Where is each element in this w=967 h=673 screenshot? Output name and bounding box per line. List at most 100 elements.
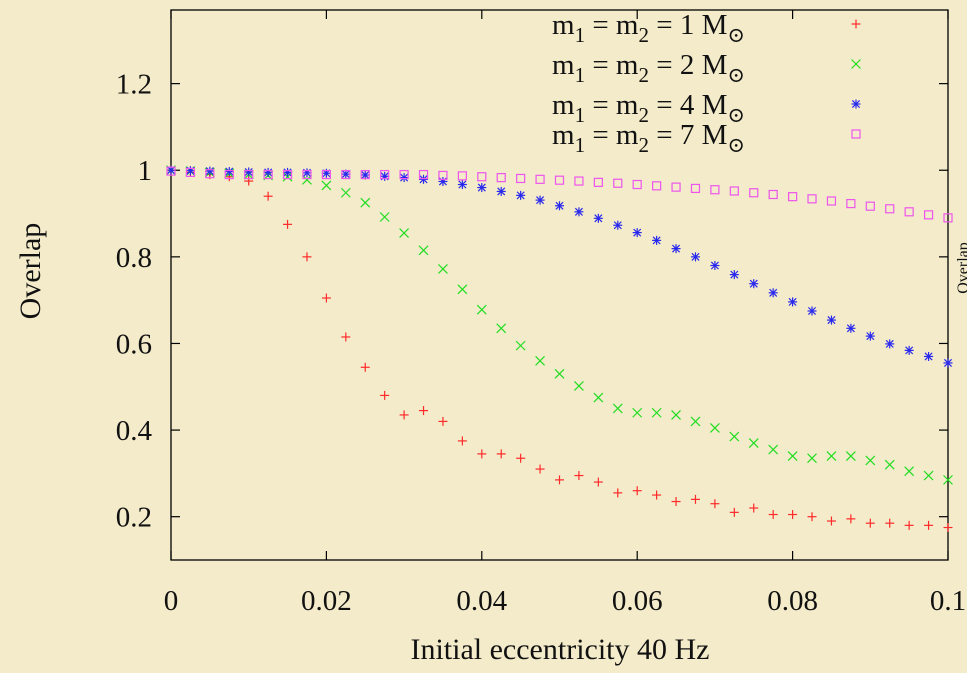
data-point — [593, 477, 603, 487]
data-point — [321, 169, 331, 180]
data-point — [671, 182, 681, 192]
data-point — [555, 475, 564, 485]
y-tick-label: 0.6 — [116, 328, 152, 360]
series-3 — [166, 165, 953, 368]
legend-entry: m1 = m2 = 1 M⊙ — [552, 9, 745, 47]
data-point — [516, 190, 526, 200]
data-point — [438, 176, 448, 186]
series-1 — [166, 165, 953, 533]
data-point — [807, 453, 817, 464]
x-axis-label: Initial eccentricity 40 Hz — [410, 633, 709, 666]
data-point — [438, 416, 448, 426]
data-point — [613, 220, 623, 230]
data-point — [399, 228, 410, 238]
data-point — [418, 245, 429, 256]
data-point — [360, 169, 370, 180]
data-point — [438, 170, 448, 181]
data-point — [865, 201, 875, 211]
data-point — [884, 459, 895, 470]
data-point — [302, 169, 312, 180]
y-tick-label: 0.4 — [116, 415, 153, 447]
data-point — [729, 270, 739, 280]
data-point — [652, 235, 662, 245]
x-tick-label: 0 — [164, 585, 179, 617]
data-point — [496, 172, 506, 183]
series-2 — [166, 165, 953, 485]
data-point — [632, 228, 642, 238]
data-point — [943, 523, 953, 533]
data-point — [574, 176, 584, 186]
data-point — [205, 169, 215, 179]
data-point — [826, 516, 836, 526]
data-point — [807, 194, 817, 204]
data-point — [166, 166, 176, 176]
data-point — [632, 179, 642, 190]
data-point — [224, 169, 234, 180]
legend-marker — [851, 99, 861, 109]
data-point — [476, 304, 487, 315]
x-tick-label: 0.08 — [767, 585, 818, 617]
data-point — [283, 167, 293, 177]
x-tick-label: 0.06 — [612, 585, 663, 617]
data-point — [807, 512, 817, 522]
data-point — [457, 171, 467, 181]
data-point — [632, 407, 643, 418]
data-point — [690, 494, 700, 504]
data-point — [360, 197, 371, 208]
data-point — [535, 355, 545, 366]
data-point — [710, 499, 720, 509]
data-point — [612, 403, 623, 414]
data-point — [574, 207, 584, 217]
data-point — [302, 252, 312, 262]
data-point — [729, 507, 739, 517]
data-point — [865, 455, 876, 466]
data-point — [185, 167, 196, 178]
data-point — [613, 178, 623, 188]
series-4 — [166, 166, 953, 223]
y-tick-label: 0.2 — [116, 502, 152, 534]
data-point — [224, 167, 234, 177]
data-points — [166, 165, 953, 533]
data-point — [846, 323, 856, 333]
plot-area-frame — [170, 9, 949, 561]
data-point — [690, 252, 700, 262]
data-point — [516, 453, 526, 463]
data-point — [244, 169, 254, 180]
data-point — [904, 207, 914, 217]
data-point — [826, 315, 836, 325]
data-point — [516, 173, 526, 184]
data-point — [380, 390, 390, 400]
data-point — [419, 406, 429, 416]
data-point — [496, 449, 506, 459]
legend-marker — [851, 19, 861, 29]
legend-entry: m1 = m2 = 7 M⊙ — [552, 119, 745, 157]
x-tick-label: 0.04 — [456, 585, 507, 617]
data-point — [943, 474, 953, 485]
data-point — [787, 192, 798, 202]
data-point — [418, 169, 429, 180]
data-point — [399, 169, 409, 180]
data-point — [749, 188, 759, 198]
data-point — [341, 332, 351, 342]
data-point — [924, 351, 934, 361]
data-point — [923, 210, 934, 220]
data-point — [904, 345, 914, 355]
data-point — [788, 510, 798, 520]
data-point — [457, 284, 468, 295]
data-point — [885, 518, 895, 528]
data-point — [399, 410, 409, 420]
data-point — [283, 219, 293, 229]
data-point — [263, 167, 273, 177]
data-point — [535, 174, 545, 184]
data-point — [302, 168, 312, 178]
data-point — [555, 201, 564, 211]
data-point — [690, 183, 701, 194]
data-point — [535, 464, 545, 474]
data-point — [341, 169, 351, 180]
data-point — [865, 331, 875, 341]
data-point — [496, 323, 507, 334]
data-point — [943, 358, 953, 368]
data-point — [652, 181, 662, 191]
data-point — [807, 306, 817, 316]
